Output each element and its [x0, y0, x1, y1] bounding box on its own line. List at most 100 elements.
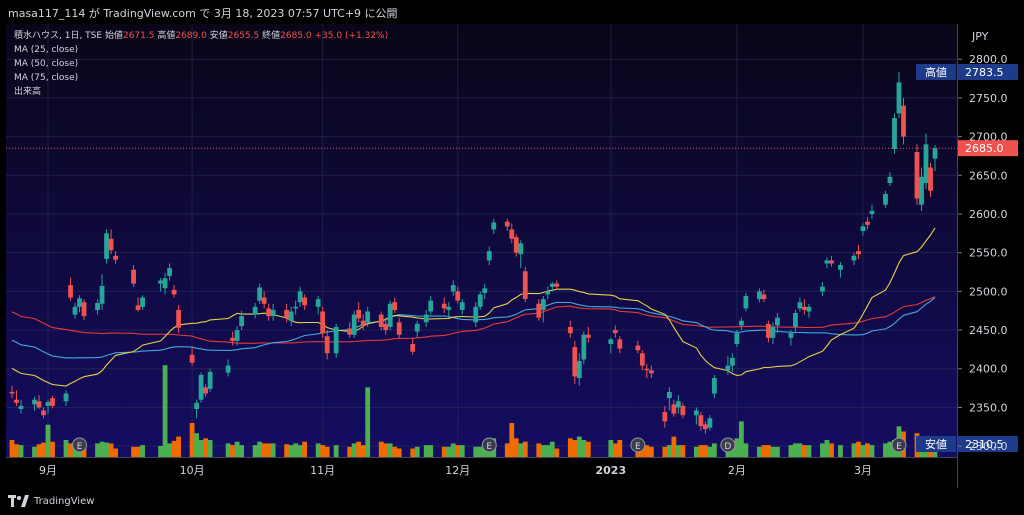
candle-body: [45, 402, 51, 406]
candle-body: [639, 353, 645, 366]
volume-bar: [567, 438, 573, 457]
legend-ma75[interactable]: MA (75, close): [14, 73, 79, 83]
candle-body: [775, 317, 780, 326]
candle-body: [919, 176, 924, 205]
volume-bar: [824, 440, 830, 457]
candle-body: [725, 365, 731, 371]
candle-body: [189, 354, 195, 363]
candle-body: [257, 287, 263, 301]
event-marker-letter: E: [77, 442, 83, 452]
price-axis-background[interactable]: [958, 24, 1018, 488]
candle-body: [176, 309, 181, 328]
volume-bar: [617, 440, 623, 457]
volume-bar: [441, 446, 447, 457]
event-marker-icon[interactable]: D: [720, 437, 736, 453]
bottom-bar: [0, 488, 1024, 515]
legend-ma50[interactable]: MA (50, close): [14, 59, 79, 69]
volume-bar: [351, 443, 357, 457]
candle-body: [446, 306, 452, 310]
last-price-value: 2685.0: [965, 142, 1004, 155]
volume-bar: [666, 445, 672, 457]
volume-bar: [396, 448, 402, 457]
volume-bar: [131, 446, 136, 457]
candle-body: [473, 306, 479, 323]
volume-bar: [68, 443, 73, 457]
volume-bar: [509, 423, 515, 457]
candle-body: [729, 357, 735, 366]
candle-body: [802, 306, 807, 310]
volume-bar: [513, 438, 519, 457]
low-marker-value: 2310.5: [965, 438, 1004, 451]
candle-body: [923, 144, 929, 184]
candle-body: [617, 339, 623, 349]
candle-body: [612, 330, 618, 334]
volume-bar: [518, 443, 524, 457]
event-marker-icon[interactable]: E: [481, 437, 497, 453]
candle-body: [167, 268, 172, 276]
price-tick-label: 2300.0: [969, 440, 1008, 453]
candle-body: [135, 305, 141, 310]
candle-body: [581, 334, 587, 360]
candle-body: [459, 302, 465, 310]
candle-body: [838, 265, 843, 270]
volume-bar: [865, 443, 870, 457]
legend-volume[interactable]: 出来高: [14, 87, 42, 97]
volume-bar: [788, 445, 794, 457]
price-tick-label: 2350.0: [969, 401, 1008, 414]
volume-bar: [540, 445, 546, 457]
time-tick-label: 2月: [728, 464, 746, 477]
volume-bar: [198, 440, 204, 457]
candle-body: [293, 306, 299, 309]
event-marker-icon[interactable]: E: [630, 437, 646, 453]
volume-bar: [711, 443, 717, 457]
candle-body: [540, 299, 546, 310]
volume-bar: [252, 445, 258, 457]
time-tick-label: 12月: [445, 464, 470, 477]
volume-bar: [797, 443, 803, 457]
time-axis-background[interactable]: [6, 457, 958, 488]
volume-bar: [167, 443, 172, 457]
candle-body: [270, 309, 276, 317]
volume-bar: [698, 445, 704, 457]
change-value: +35.0 (+1.32%): [314, 31, 389, 41]
volume-bar: [203, 438, 209, 457]
candle-body: [554, 283, 560, 287]
tradingview-logo-icon: [8, 495, 29, 507]
volume-bar: [194, 433, 199, 457]
volume-bar: [288, 445, 294, 457]
volume-bar: [766, 445, 771, 457]
candle-body: [320, 311, 326, 334]
volume-bar: [410, 448, 416, 457]
volume-bar: [608, 440, 614, 457]
candle-body: [572, 347, 578, 377]
volume-bar: [806, 445, 812, 457]
volume-bar: [207, 440, 213, 457]
candle-body: [234, 330, 240, 341]
legend-ma25[interactable]: MA (25, close): [14, 45, 79, 55]
volume-bar: [63, 440, 69, 457]
volume-bar: [572, 440, 578, 457]
volume-bar: [743, 443, 749, 457]
candle-body: [297, 291, 303, 303]
candle-body: [72, 306, 78, 315]
candle-body: [315, 299, 321, 307]
price-chart[interactable]: 2685.0 高値 2783.5 安値 2310.5 E E E D E 2300.0 2350.…: [6, 24, 1018, 488]
event-marker-icon[interactable]: E: [72, 437, 88, 453]
candle-body: [324, 336, 330, 354]
high-marker-value-box: [958, 63, 1018, 80]
candle-body: [820, 286, 825, 292]
volume-bar: [140, 445, 145, 457]
event-marker-letter: E: [896, 442, 902, 452]
volume-bar: [225, 443, 231, 457]
close-value: 2685.0: [280, 31, 312, 41]
candle-body: [793, 313, 798, 327]
candle-body: [441, 303, 447, 309]
candle-body: [892, 118, 897, 149]
price-markers: 2685.0 高値 2783.5 安値 2310.5: [6, 63, 1018, 452]
candle-body: [666, 391, 672, 399]
event-marker-icon[interactable]: E: [891, 437, 907, 453]
volume-bar: [482, 445, 488, 457]
volume-bar: [32, 446, 37, 457]
tradingview-brand[interactable]: TradingView: [34, 496, 95, 507]
currency-label: JPY: [971, 30, 989, 43]
